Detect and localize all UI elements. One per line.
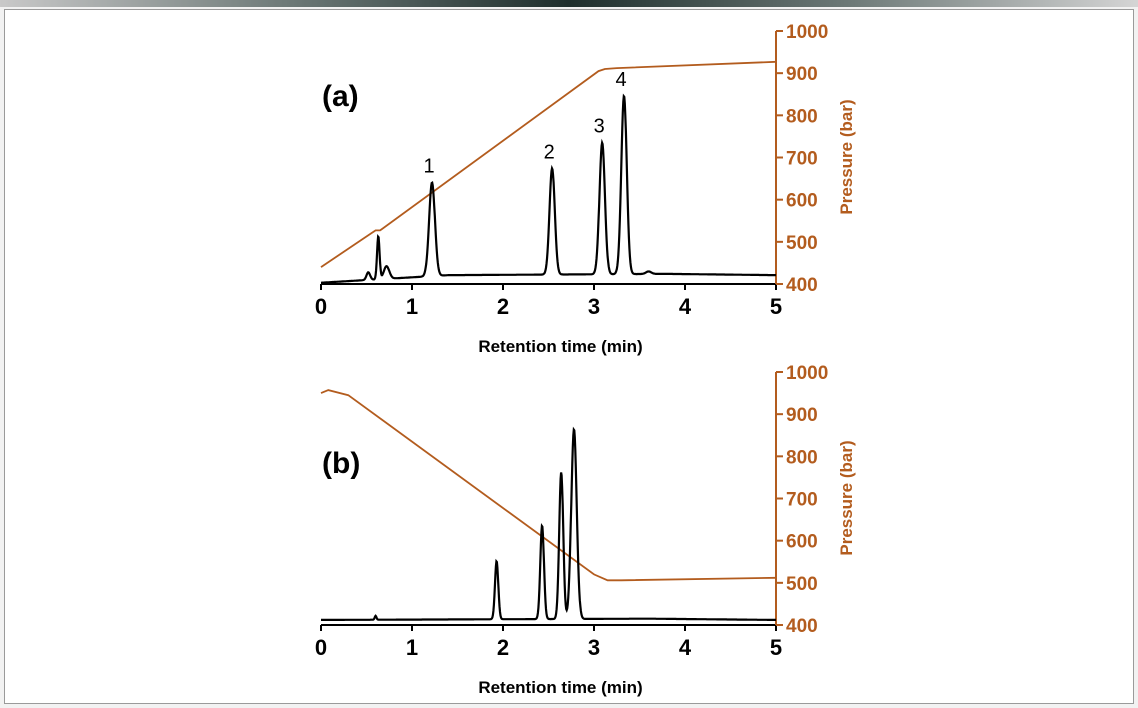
panel-b-label: (b)	[322, 447, 360, 480]
panel-a-x-axis-title: Retention time (min)	[478, 337, 642, 356]
panel-a-y-tick-label: 600	[786, 191, 818, 212]
panel-b-y-tick-label: 900	[786, 405, 818, 426]
panel-b-pressure-line	[320, 389, 777, 582]
panel-a-y-tick-label: 500	[786, 233, 818, 254]
panel-a-peak-label-1: 1	[423, 156, 434, 178]
panel-a-y-axis-title: Pressure (bar)	[837, 99, 856, 214]
panel-b-x-tick-label: 3	[588, 635, 600, 660]
panel-a-x-tick-label: 1	[406, 294, 418, 319]
panel-a-peak-label-4: 4	[615, 69, 626, 91]
panel-a-y-tick-label: 700	[786, 149, 818, 170]
panel-a-x-tick-label: 2	[497, 294, 509, 319]
panel-b-x-tick-label: 1	[406, 635, 418, 660]
panel-b-y-axis-title: Pressure (bar)	[837, 440, 856, 555]
panel-a-pressure-line	[320, 60, 777, 268]
panel-b-x-tick-label: 2	[497, 635, 509, 660]
panel-b-x-tick-label: 5	[770, 635, 782, 660]
decorative-top-bar	[0, 0, 1138, 7]
panel-b-y-tick-label: 500	[786, 574, 818, 595]
panel-b-y-tick-label: 400	[786, 616, 818, 637]
panel-a-label: (a)	[322, 80, 359, 113]
panel-b-x-axis-title: Retention time (min)	[478, 678, 642, 697]
panel-a-y-tick-label: 800	[786, 106, 818, 127]
panel-b-y-tick-label: 700	[786, 490, 818, 511]
panel-a-signal-line	[321, 93, 776, 284]
panel-a-x-tick-label: 4	[679, 294, 692, 319]
panel-b-y-tick-label: 800	[786, 447, 818, 468]
panel-a-x-tick-label: 3	[588, 294, 600, 319]
panel-b-signal-line	[321, 426, 776, 621]
panel-a-y-tick-label: 900	[786, 64, 818, 85]
panel-a-x-tick-label: 0	[315, 294, 327, 319]
panel-b-y-tick-label: 1000	[786, 363, 828, 384]
panel-a-x-tick-label: 5	[770, 294, 782, 319]
panel-a-peak-label-2: 2	[544, 141, 555, 163]
panel-a-y-tick-label: 400	[786, 275, 818, 296]
panel-b-x-tick-label: 4	[679, 635, 692, 660]
panel-a-y-tick-label: 1000	[786, 22, 828, 43]
panel-a-peak-label-3: 3	[594, 116, 605, 138]
panel-b-x-tick-label: 0	[315, 635, 327, 660]
panel-b-y-tick-label: 600	[786, 532, 818, 553]
